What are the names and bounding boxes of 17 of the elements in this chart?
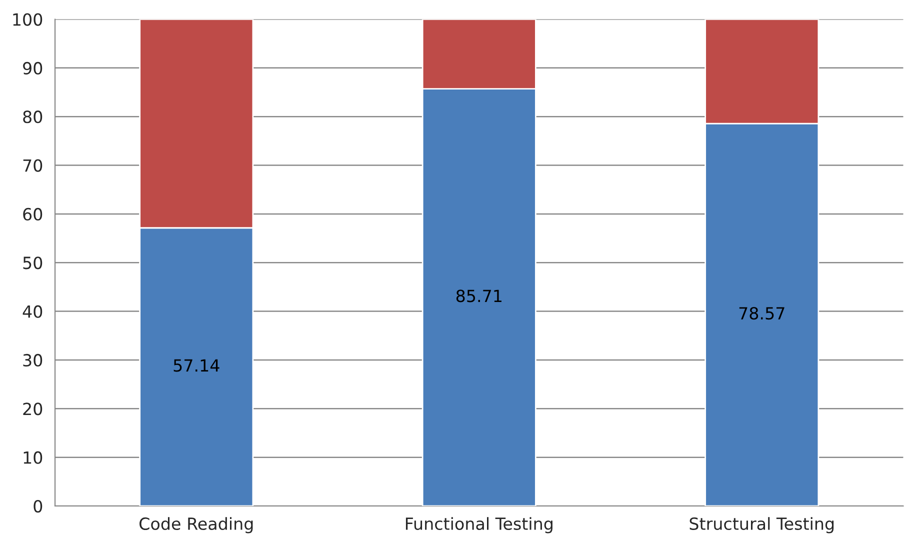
y-tick-label: 0 [34,500,42,513]
data-label: 57.14 [174,359,220,372]
y-tick-label: 20 [23,402,42,416]
y-tick-label: 50 [23,256,42,270]
x-tick-label: Functional Testing [406,517,552,534]
y-tick-label: 100 [13,13,42,26]
y-tick-label: 80 [23,110,42,124]
x-tick-label: Code Reading [140,517,253,534]
y-tick-label: 90 [23,62,42,74]
y-tick-label: 60 [23,208,42,221]
x-tick-label: Structural Testing [690,517,834,534]
data-label: 78.57 [739,307,784,320]
y-tick-label: 40 [22,305,42,318]
data-label: 85.71 [456,290,502,302]
y-tick-label: 30 [23,354,42,367]
y-tick-label: 10 [24,451,42,464]
y-tick-label: 70 [23,159,42,172]
